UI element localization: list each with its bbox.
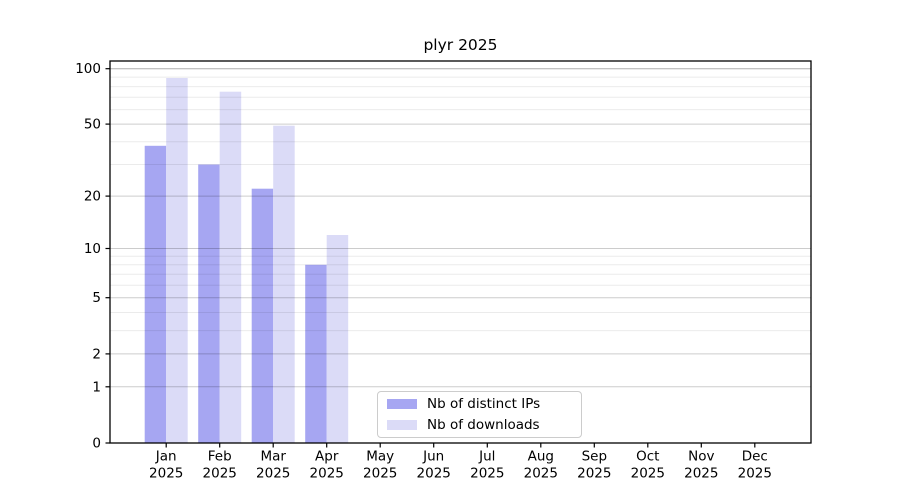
x-tick-label-month: May [366, 449, 394, 465]
x-tick-label-month: Sep [582, 449, 607, 465]
x-tick-label-month: Nov [688, 449, 714, 465]
bar-downloads-mar [273, 125, 295, 443]
legend-label-distinct-ips: Nb of distinct IPs [427, 395, 541, 412]
x-tick-label-year: 2025 [203, 466, 237, 482]
chart-title: plyr 2025 [423, 36, 498, 54]
legend-swatch-downloads [387, 420, 417, 430]
legend-item-distinct-ips: Nb of distinct IPs [387, 396, 572, 413]
x-tick-label-month: Aug [528, 449, 554, 465]
x-tick-label-month: Oct [636, 449, 659, 465]
y-tick-label: 1 [92, 379, 101, 395]
bar-distinct-ips-feb [198, 164, 220, 443]
y-tick-label: 2 [92, 346, 101, 362]
bar-downloads-jan [166, 78, 188, 443]
y-tick-label: 5 [92, 290, 101, 306]
y-tick-label: 50 [84, 117, 101, 133]
x-tick-label-month: Jun [422, 449, 444, 465]
x-tick-label-year: 2025 [363, 466, 397, 482]
x-tick-label-year: 2025 [310, 466, 344, 482]
y-tick-label: 0 [92, 436, 101, 452]
x-tick-label-year: 2025 [684, 466, 718, 482]
x-tick-label-month: Apr [315, 449, 339, 465]
x-tick-label-year: 2025 [149, 466, 183, 482]
x-tick-label-year: 2025 [631, 466, 665, 482]
legend-swatch-distinct-ips [387, 399, 417, 409]
x-tick-label-year: 2025 [577, 466, 611, 482]
bar-downloads-apr [326, 235, 349, 443]
bar-distinct-ips-mar [251, 188, 274, 443]
legend: Nb of distinct IPs Nb of downloads [377, 391, 582, 438]
y-tick-label: 10 [84, 241, 101, 257]
bar-downloads-feb [219, 91, 242, 443]
x-tick-label-year: 2025 [470, 466, 504, 482]
y-tick-label: 20 [84, 189, 101, 205]
x-tick-label-year: 2025 [417, 466, 451, 482]
x-tick-label-month: Jul [478, 449, 495, 465]
x-tick-label-year: 2025 [524, 466, 558, 482]
y-tick-label: 100 [75, 61, 101, 77]
x-tick-label-month: Mar [260, 449, 286, 465]
x-tick-label-year: 2025 [738, 466, 772, 482]
x-tick-label-year: 2025 [256, 466, 290, 482]
bar-distinct-ips-jan [144, 145, 167, 444]
legend-label-downloads: Nb of downloads [427, 416, 540, 433]
axes-frame [109, 60, 812, 444]
legend-item-downloads: Nb of downloads [387, 417, 572, 434]
x-tick-label-month: Feb [208, 449, 232, 465]
x-tick-label-month: Jan [155, 449, 177, 465]
bar-distinct-ips-apr [305, 264, 327, 443]
x-tick-label-month: Dec [742, 449, 768, 465]
